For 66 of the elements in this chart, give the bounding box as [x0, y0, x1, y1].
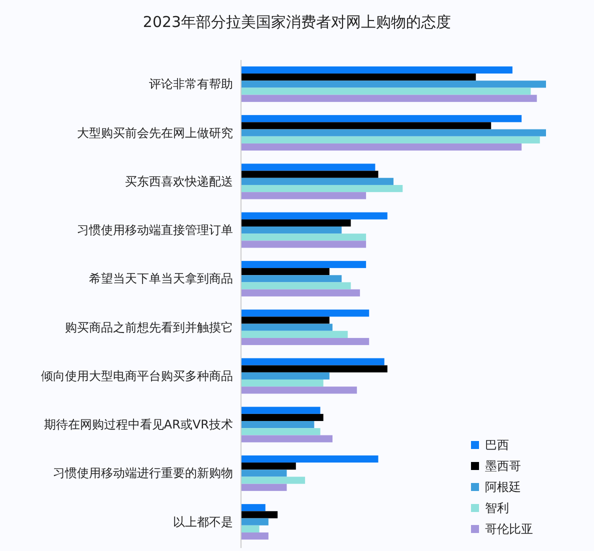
bar	[241, 316, 330, 324]
y-tick-label: 买东西喜欢快递配送	[125, 174, 233, 188]
bar	[241, 234, 366, 241]
bar	[241, 275, 342, 282]
bar	[241, 518, 268, 526]
bar	[241, 240, 366, 248]
legend-label: 阿根廷	[485, 480, 521, 494]
bar	[241, 358, 384, 366]
legend-label: 智利	[485, 501, 509, 515]
bar	[241, 324, 332, 331]
bar	[241, 260, 366, 268]
bar	[241, 122, 492, 130]
bar	[241, 170, 378, 178]
y-tick-label: 大型购买前会先在网上做研究	[77, 126, 233, 140]
bar	[241, 455, 378, 463]
bar	[241, 74, 476, 81]
bar	[241, 511, 278, 518]
chart-title: 2023年部分拉美国家消费者对网上购物的态度	[142, 13, 452, 31]
bar	[241, 462, 296, 470]
bar	[241, 66, 512, 74]
y-tick-label: 期待在网购过程中看见AR或VR技术	[44, 418, 233, 432]
legend-label: 哥伦比亚	[485, 522, 533, 536]
bar	[241, 476, 306, 484]
bar	[241, 143, 522, 151]
bar	[241, 129, 546, 136]
bar	[241, 115, 522, 122]
bar	[241, 80, 546, 88]
bar	[241, 414, 324, 422]
legend-label: 墨西哥	[485, 459, 521, 473]
bar	[241, 192, 366, 200]
bar	[241, 504, 266, 512]
bar	[241, 94, 537, 102]
bar	[241, 178, 394, 185]
bar	[241, 289, 360, 296]
y-tick-label: 习惯使用移动端进行重要的新购物	[53, 466, 233, 480]
bar	[241, 372, 330, 380]
bar	[241, 484, 287, 491]
bar	[241, 435, 332, 442]
bar	[241, 379, 324, 387]
bar	[241, 330, 348, 338]
bar	[241, 428, 320, 436]
legend-label: 巴西	[485, 438, 509, 452]
bar	[241, 421, 314, 428]
bar	[241, 136, 540, 144]
bar	[241, 338, 370, 346]
y-tick-label: 倾向使用大型电商平台购买多种商品	[41, 368, 233, 383]
bar	[241, 310, 370, 317]
bar	[241, 406, 320, 414]
y-tick-label: 以上都不是	[173, 514, 233, 529]
bar	[241, 212, 388, 220]
bar	[241, 184, 403, 192]
y-tick-label: 习惯使用移动端直接管理订单	[77, 223, 233, 238]
bar	[241, 365, 388, 372]
y-tick-label: 希望当天下单当天拿到商品	[89, 272, 233, 286]
bar	[241, 525, 260, 532]
bar	[241, 386, 357, 394]
bar	[241, 282, 351, 290]
bar	[241, 164, 376, 171]
y-tick-label: 购买商品之前想先看到并触摸它	[65, 320, 233, 334]
bar	[241, 268, 330, 276]
bar	[241, 219, 351, 227]
bar	[241, 470, 287, 477]
bar	[241, 532, 268, 540]
bar	[241, 88, 531, 95]
y-tick-label: 评论非常有帮助	[149, 77, 233, 92]
bar	[241, 226, 342, 234]
